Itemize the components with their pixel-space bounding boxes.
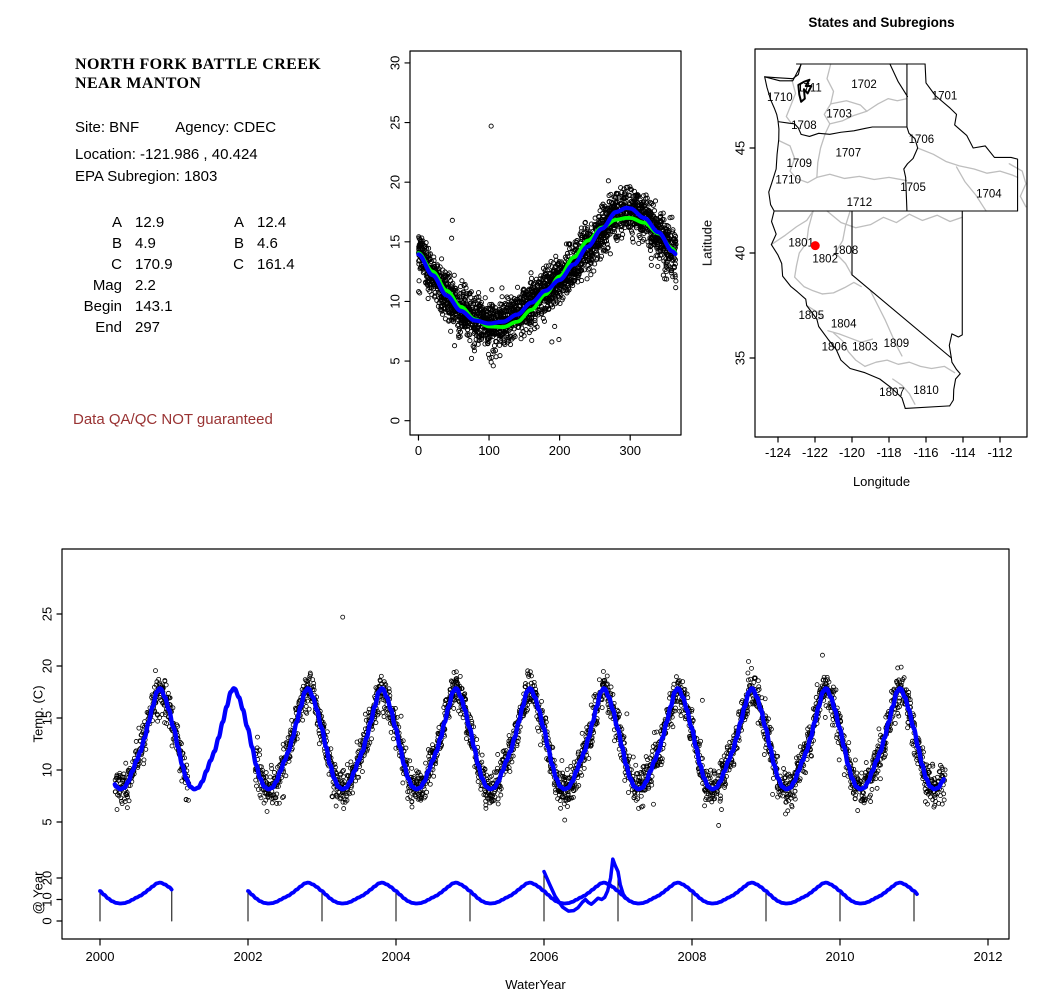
param-value: 170.9: [135, 256, 173, 273]
param-label-2: A: [233, 214, 244, 231]
param-value-2: 4.6: [257, 235, 278, 252]
timeseries-ylabel-temp: Temp. (C): [30, 685, 46, 743]
param-label: End: [95, 319, 122, 336]
param-label-2: [210, 298, 244, 315]
qaqc-warning: Data QA/QC NOT guaranteed: [73, 411, 273, 428]
timeseries-xlabel: WaterYear: [505, 977, 566, 992]
param-label: C: [111, 256, 122, 273]
info-panel: NORTH FORK BATTLE CREEK NEAR MANTON: [75, 55, 405, 93]
param-label: Begin: [83, 298, 122, 315]
param-value: 4.9: [135, 235, 156, 252]
epa-subregion-line: EPA Subregion: 1803: [75, 168, 218, 185]
param-value: 297: [135, 319, 161, 336]
param-label-2: C: [233, 256, 244, 273]
map-canvas: [725, 10, 1038, 470]
station-title-line2: NEAR MANTON: [75, 75, 202, 92]
param-label-2: [210, 277, 244, 294]
site-agency-line: Site: BNF Agency: CDEC: [75, 119, 276, 136]
param-value-2: [244, 319, 334, 336]
param-label-2: [210, 319, 244, 336]
param-label-2: B: [233, 235, 244, 252]
map-xlabel: Longitude: [852, 474, 911, 489]
param-value-2: [244, 298, 334, 315]
seasonal-scatter-canvas: [383, 30, 703, 480]
location-line: Location: -121.986 , 40.424: [75, 146, 258, 163]
timeseries-canvas: [20, 540, 1038, 1000]
model-parameters-table: A 12.9 A 12.4 B 4.9 B 4.6 C 170.9 C 161.4 Mag 2.2 Begi…: [80, 214, 360, 336]
param-value-2: 161.4: [257, 256, 295, 273]
param-label: B: [111, 235, 122, 252]
param-label: A: [111, 214, 122, 231]
param-value: 2.2: [135, 277, 156, 294]
agency-label: Agency: CDEC: [175, 119, 277, 136]
timeseries-ylabel-amp: @ Year: [30, 871, 46, 915]
map-ylabel: Latitude: [699, 219, 715, 267]
station-title: NORTH FORK BATTLE CREEK NEAR MANTON: [75, 55, 405, 93]
site-label: Site: BNF: [75, 119, 140, 136]
param-value: 143.1: [135, 298, 173, 315]
param-value-2: 12.4: [257, 214, 287, 231]
param-value-2: [244, 277, 334, 294]
param-value: 12.9: [135, 214, 165, 231]
station-title-line1: NORTH FORK BATTLE CREEK: [75, 56, 322, 73]
param-label: Mag: [92, 277, 122, 294]
